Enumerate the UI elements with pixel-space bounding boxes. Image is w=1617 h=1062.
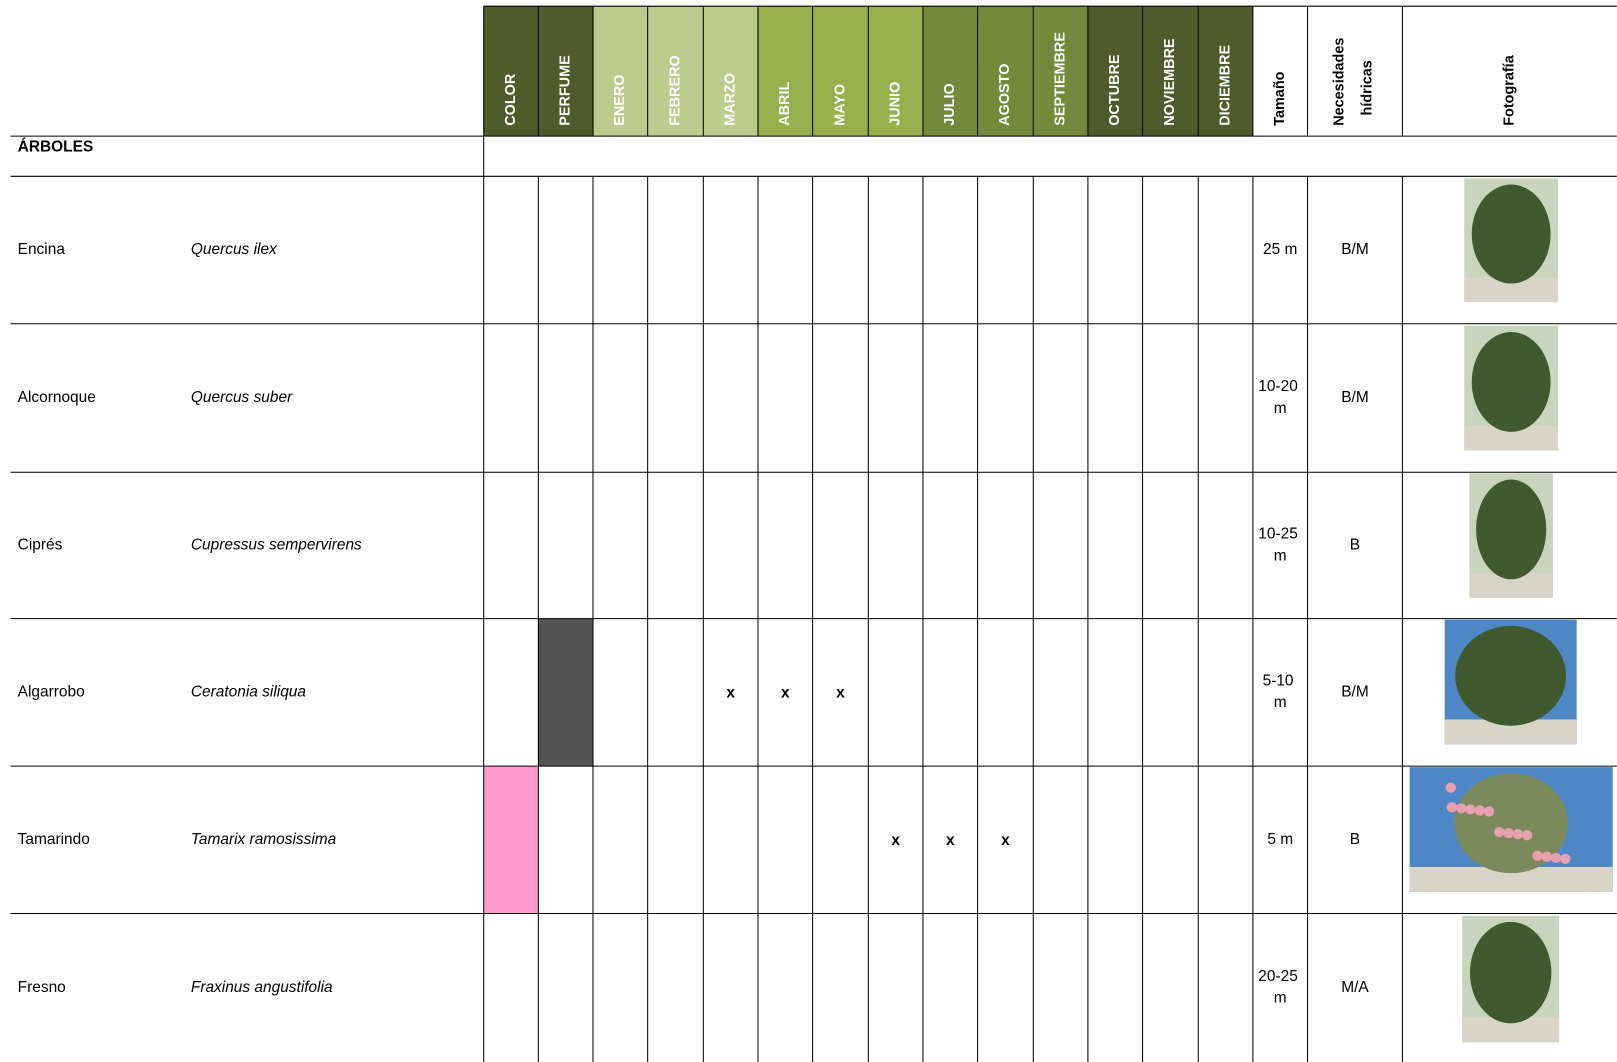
- column-header: Necesidades hídricas: [1331, 34, 1375, 126]
- photo: [1444, 619, 1577, 745]
- header-cell: [757, 6, 813, 137]
- column-header: Tamaño: [1272, 71, 1288, 125]
- water-needs: B: [1350, 537, 1360, 554]
- size: 25 m: [1263, 241, 1297, 258]
- column-header: DICIEMBRE: [1217, 44, 1233, 125]
- color-swatch: [483, 766, 539, 914]
- column-header: JUNIO: [887, 82, 903, 126]
- column-header: FEBRERO: [667, 55, 683, 126]
- plant-name: Alcornoque: [18, 389, 96, 406]
- month-mark: x: [726, 684, 735, 701]
- size: 20-25 m: [1258, 968, 1302, 1007]
- photo-tree: [1455, 625, 1567, 726]
- latin-name: Cupressus sempervirens: [191, 537, 362, 554]
- photo-flower: [1512, 828, 1524, 840]
- photo-flower: [1474, 805, 1485, 816]
- header-cell: [1033, 6, 1088, 137]
- plant-name: Fresno: [18, 979, 66, 996]
- column-header: ENERO: [612, 74, 628, 125]
- header-cell: [977, 6, 1034, 137]
- header-cell: [483, 6, 539, 137]
- column-header: JULIO: [942, 83, 958, 125]
- header-cell: [593, 6, 648, 137]
- photo-flower: [1503, 827, 1514, 839]
- size: 5-10 m: [1263, 673, 1298, 712]
- photo-flower: [1446, 802, 1458, 813]
- column-header: ABRIL: [777, 82, 793, 126]
- month-mark: x: [781, 684, 790, 701]
- photo-flower: [1483, 806, 1495, 817]
- water-needs: B/M: [1341, 389, 1368, 406]
- photo: [1464, 325, 1559, 451]
- month-mark: x: [1001, 832, 1010, 849]
- photo-flower: [1494, 826, 1505, 838]
- photo-tree: [1454, 773, 1568, 874]
- column-header: Fotografía: [1501, 54, 1517, 125]
- photo-flower: [1560, 853, 1571, 865]
- photo-tree: [1471, 184, 1551, 284]
- column-header: AGOSTO: [997, 64, 1013, 126]
- month-mark: x: [836, 684, 845, 701]
- column-header: PERFUME: [557, 55, 573, 126]
- photo-flower: [1445, 782, 1457, 793]
- photo-tree: [1476, 479, 1547, 580]
- header-cell: [922, 6, 978, 137]
- photo-flower: [1456, 803, 1467, 814]
- size: 10-20 m: [1258, 378, 1302, 417]
- plant-name: Encina: [18, 241, 66, 258]
- section-title: ÁRBOLES: [18, 139, 94, 156]
- month-mark: x: [946, 832, 955, 849]
- perfume-swatch: [538, 618, 594, 767]
- header-cell: [1142, 6, 1199, 137]
- column-header: COLOR: [503, 73, 519, 126]
- photo-tree: [1471, 332, 1551, 432]
- column-header: MARZO: [722, 73, 738, 126]
- header-cell: [1087, 6, 1143, 137]
- header-cell: [538, 6, 594, 137]
- latin-name: Tamarix ramosissima: [191, 831, 337, 848]
- photo: [1409, 767, 1613, 892]
- photo-flower: [1550, 852, 1562, 864]
- photo-tree: [1469, 921, 1552, 1024]
- column-header: MAYO: [832, 84, 848, 126]
- photo-flower: [1532, 850, 1543, 861]
- water-needs: B/M: [1341, 241, 1368, 258]
- photo-flower: [1541, 851, 1552, 862]
- latin-name: Fraxinus angustifolia: [191, 979, 333, 996]
- photo: [1464, 178, 1559, 303]
- month-mark: x: [891, 832, 900, 849]
- latin-name: Quercus ilex: [191, 241, 278, 258]
- photo-flower: [1465, 804, 1476, 815]
- photo: [1469, 473, 1553, 599]
- water-needs: M/A: [1341, 979, 1369, 996]
- water-needs: B: [1350, 831, 1360, 848]
- header-cell: [647, 6, 704, 137]
- column-header: SEPTIEMBRE: [1052, 32, 1068, 126]
- water-needs: B/M: [1341, 683, 1368, 700]
- header-cell: [812, 6, 869, 137]
- column-header: NOVIEMBRE: [1162, 38, 1178, 126]
- header-cell: [1198, 6, 1253, 137]
- plant-name: Ciprés: [18, 537, 63, 554]
- latin-name: Quercus suber: [191, 389, 293, 406]
- plant-name: Tamarindo: [18, 831, 90, 848]
- plant-name: Algarrobo: [18, 683, 85, 700]
- size: 10-25 m: [1258, 526, 1302, 565]
- column-header: OCTUBRE: [1107, 54, 1123, 126]
- size: 5 m: [1267, 831, 1293, 848]
- photo-flower: [1521, 830, 1533, 841]
- header-cell: [868, 6, 923, 137]
- photo: [1462, 915, 1560, 1043]
- latin-name: Ceratonia siliqua: [191, 683, 307, 700]
- header-cell: [703, 6, 758, 137]
